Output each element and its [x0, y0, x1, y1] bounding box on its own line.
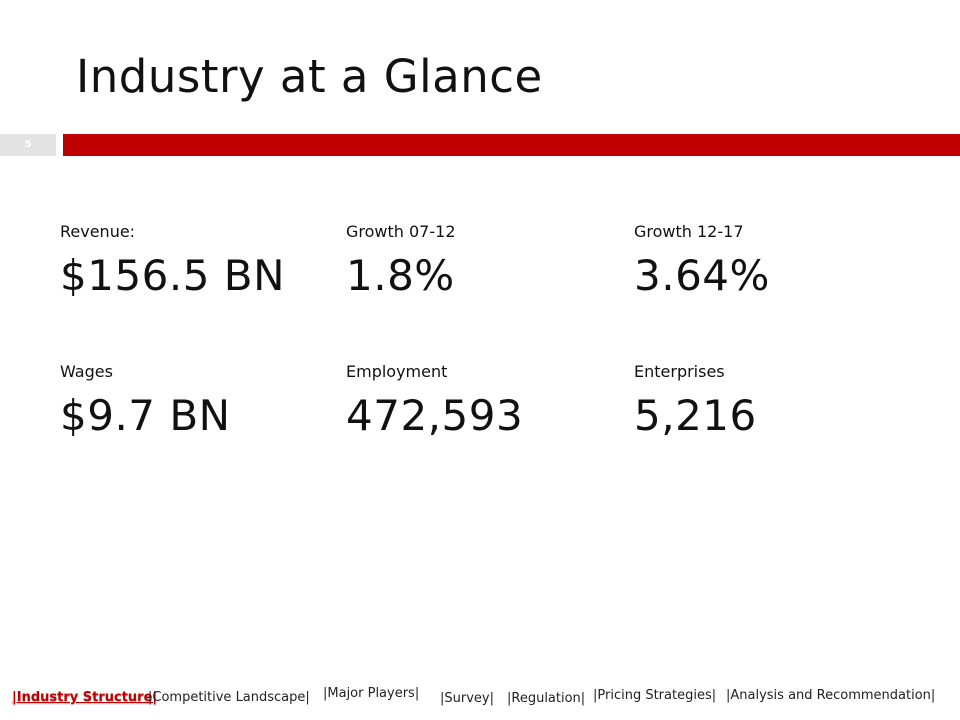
nav-survey[interactable]: |Survey| — [440, 691, 494, 706]
stat-value: 472,593 — [346, 391, 524, 440]
nav-industry-structure[interactable]: |Industry Structure| — [12, 690, 158, 705]
stat-label: Enterprises — [634, 362, 725, 381]
stat-label: Employment — [346, 362, 448, 381]
footer-nav: |Industry Structure| |Competitive Landsc… — [0, 686, 960, 712]
stat-growth-12-17: Growth 12-17 3.64% — [634, 222, 770, 300]
stat-label: Revenue: — [60, 222, 136, 241]
nav-competitive-landscape[interactable]: |Competitive Landscape| — [148, 690, 310, 705]
nav-major-players[interactable]: |Major Players| — [323, 686, 420, 701]
slide-number: 5 — [0, 134, 56, 156]
stat-wages: Wages $9.7 BN — [60, 362, 231, 440]
slide-title: Industry at a Glance — [76, 50, 543, 103]
stat-value: $9.7 BN — [60, 391, 231, 440]
nav-analysis-recommendation[interactable]: |Analysis and Recommendation| — [726, 688, 936, 703]
stat-value: 5,216 — [634, 391, 757, 440]
stat-value: 3.64% — [634, 251, 770, 300]
nav-pricing-strategies[interactable]: |Pricing Strategies| — [593, 688, 717, 703]
title-accent-bar — [63, 134, 960, 156]
stat-label: Growth 07-12 — [346, 222, 456, 241]
stat-value: 1.8% — [346, 251, 455, 300]
stat-enterprises: Enterprises 5,216 — [634, 362, 757, 440]
stat-revenue: Revenue: $156.5 BN — [60, 222, 285, 300]
stat-growth-07-12: Growth 07-12 1.8% — [346, 222, 456, 300]
stat-label: Growth 12-17 — [634, 222, 744, 241]
nav-regulation[interactable]: |Regulation| — [507, 691, 586, 706]
stat-employment: Employment 472,593 — [346, 362, 523, 440]
stat-value: $156.5 BN — [60, 251, 286, 300]
stat-label: Wages — [60, 362, 113, 381]
